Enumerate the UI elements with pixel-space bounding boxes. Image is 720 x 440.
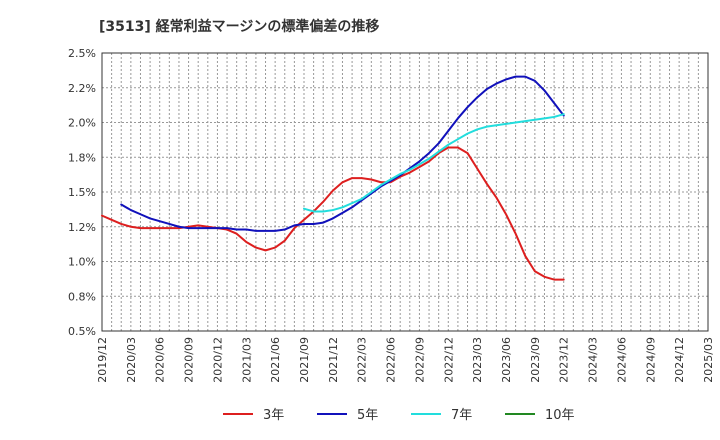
y-tick-label: 1.0% [68,256,96,269]
legend-item-1: 5年 [317,408,378,423]
series-line-0 [101,146,565,281]
plot-frame [101,52,709,332]
x-tick-label: 2023/06 [500,337,513,383]
x-tick-label: 2022/06 [385,337,398,383]
y-tick-label: 2.2% [68,82,96,95]
legend-item-0: 3年 [223,408,284,423]
x-tick-label: 2023/12 [558,337,571,383]
legend-label: 10年 [545,408,575,423]
y-tick-label: 2.5% [68,47,96,60]
series-line-2 [303,113,565,213]
x-tick-label: 2024/09 [644,337,657,383]
x-tick-label: 2022/12 [442,337,455,383]
x-tick-label: 2024/03 [587,337,600,383]
legend-label: 5年 [357,408,378,423]
legend-label: 7年 [451,408,472,423]
plot-area [102,53,708,331]
chart-title: [3513] 経常利益マージンの標準偏差の推移 [99,18,379,35]
x-tick-label: 2020/09 [183,337,196,383]
x-tick-label: 2025/03 [702,337,715,383]
x-tick-label: 2022/09 [413,337,426,383]
x-tick-label: 2019/12 [96,337,109,383]
y-tick-label: 0.5% [68,325,96,338]
y-tick-label: 0.8% [68,290,96,303]
x-tick-label: 2023/09 [529,337,542,383]
y-tick-label: 1.2% [68,221,96,234]
x-tick-label: 2021/03 [240,337,253,383]
x-tick-label: 2020/12 [211,337,224,383]
x-tick-label: 2021/09 [298,337,311,383]
y-tick-label: 2.0% [68,117,96,130]
legend-item-2: 7年 [411,408,472,423]
series-line-1 [120,75,565,232]
x-tick-label: 2024/12 [673,337,686,383]
y-tick-label: 1.8% [68,151,96,164]
legend-item-3: 10年 [505,408,575,423]
legend-label: 3年 [263,408,284,423]
x-tick-label: 2021/12 [327,337,340,383]
x-tick-label: 2021/06 [269,337,282,383]
y-tick-label: 1.5% [68,186,96,199]
x-tick-label: 2020/06 [154,337,167,383]
x-tick-label: 2023/03 [471,337,484,383]
x-tick-label: 2020/03 [125,337,138,383]
x-tick-label: 2024/06 [615,337,628,383]
x-tick-label: 2022/03 [356,337,369,383]
